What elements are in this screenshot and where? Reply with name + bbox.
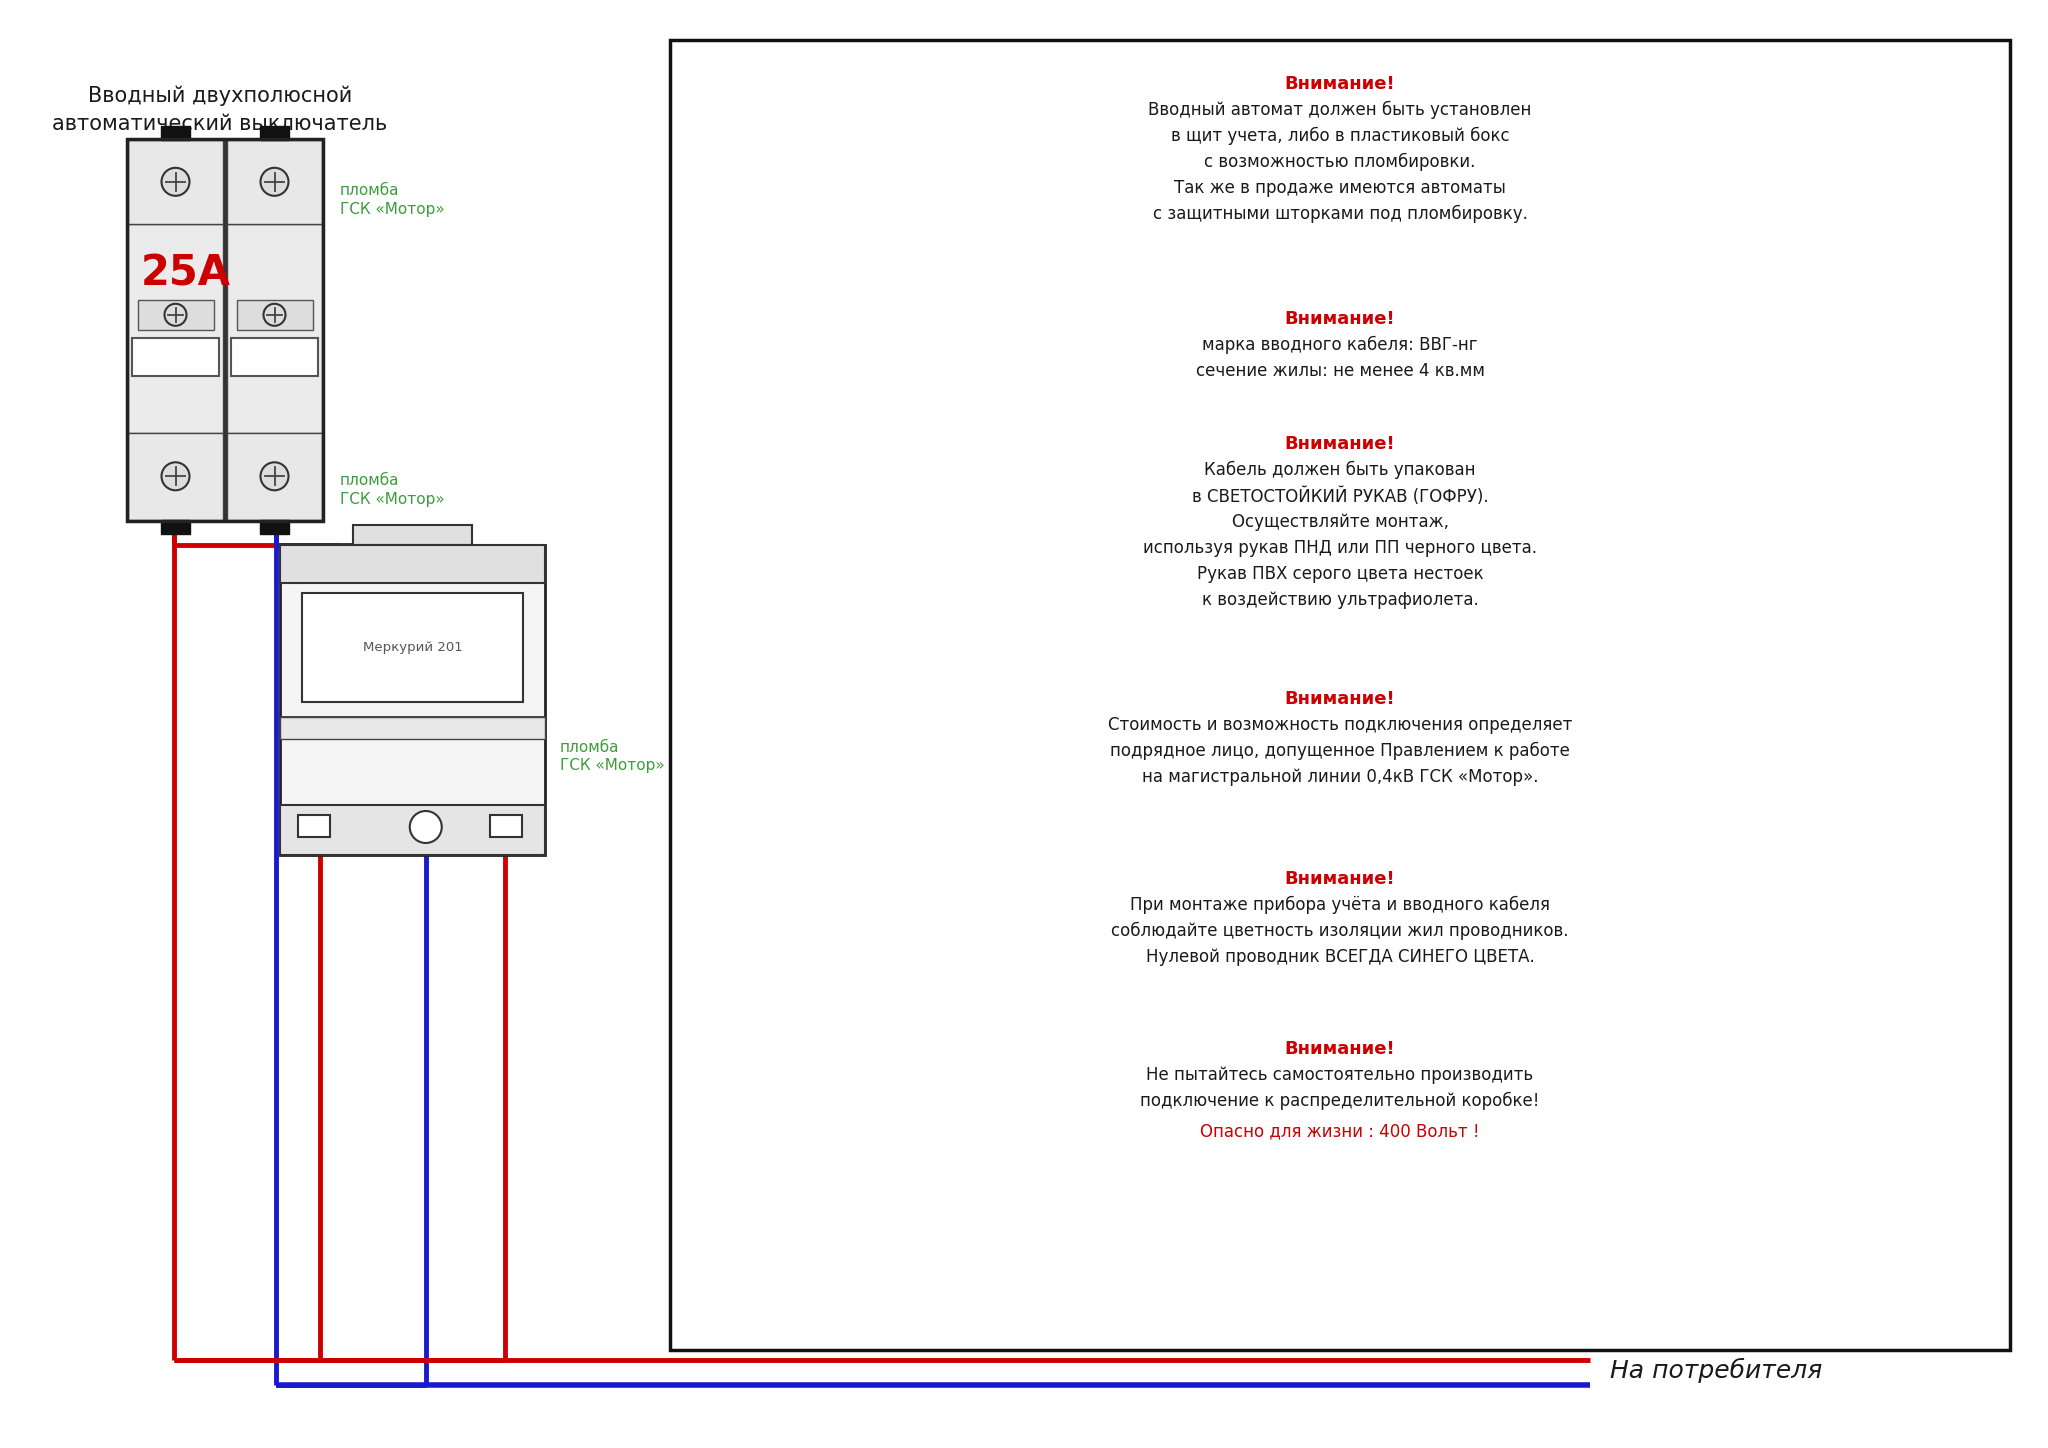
Bar xyxy=(131,337,219,375)
Bar xyxy=(162,126,190,140)
Text: Внимание!: Внимание! xyxy=(1284,691,1395,708)
Bar xyxy=(299,815,330,837)
Bar xyxy=(670,41,2009,1350)
Bar xyxy=(162,520,190,534)
Bar xyxy=(236,300,313,330)
Text: Внимание!: Внимание! xyxy=(1284,870,1395,888)
Bar xyxy=(227,140,322,520)
Bar xyxy=(260,520,289,534)
Text: 25А: 25А xyxy=(141,252,231,294)
Text: марка вводного кабеля: ВВГ-нг
сечение жилы: не менее 4 кв.мм: марка вводного кабеля: ВВГ-нг сечение жи… xyxy=(1196,336,1485,379)
Bar xyxy=(281,805,545,854)
Bar xyxy=(260,126,289,140)
Bar xyxy=(227,433,322,520)
Text: Внимание!: Внимание! xyxy=(1284,310,1395,329)
Bar xyxy=(231,337,317,375)
Bar xyxy=(281,544,545,584)
Bar xyxy=(227,140,322,223)
Bar xyxy=(489,815,522,837)
Text: Внимание!: Внимание! xyxy=(1284,434,1395,453)
Text: При монтаже прибора учёта и вводного кабеля
соблюдайте цветность изоляции жил пр: При монтаже прибора учёта и вводного каб… xyxy=(1112,896,1569,966)
Text: Кабель должен быть упакован
в СВЕТОСТОЙКИЙ РУКАВ (ГОФРУ).
Осуществляйте монтаж,
: Кабель должен быть упакован в СВЕТОСТОЙК… xyxy=(1143,460,1536,608)
Circle shape xyxy=(162,168,190,195)
Bar xyxy=(127,140,223,520)
Bar xyxy=(127,433,223,520)
Bar xyxy=(127,140,223,223)
Text: пломба
ГСК «Мотор»: пломба ГСК «Мотор» xyxy=(559,740,666,773)
Bar xyxy=(127,223,223,433)
Text: Внимание!: Внимание! xyxy=(1284,75,1395,93)
Circle shape xyxy=(260,462,289,491)
Text: Меркурий 201: Меркурий 201 xyxy=(362,641,463,653)
Text: Вводный автомат должен быть установлен
в щит учета, либо в пластиковый бокс
с во: Вводный автомат должен быть установлен в… xyxy=(1149,101,1532,223)
Text: пломба
ГСК «Мотор»: пломба ГСК «Мотор» xyxy=(340,184,444,217)
Circle shape xyxy=(164,304,186,326)
Circle shape xyxy=(162,462,190,491)
Bar xyxy=(281,717,545,738)
Circle shape xyxy=(410,811,442,843)
Text: Вводный двухполюсной
автоматический выключатель: Вводный двухполюсной автоматический выкл… xyxy=(53,85,387,133)
Text: Не пытайтесь самостоятельно производить
подключение к распределительной коробке!: Не пытайтесь самостоятельно производить … xyxy=(1141,1066,1540,1111)
Bar xyxy=(352,526,473,544)
Bar xyxy=(127,139,324,521)
Text: На потребителя: На потребителя xyxy=(1610,1357,1823,1383)
Text: пломба
ГСК «Мотор»: пломба ГСК «Мотор» xyxy=(340,473,444,507)
Text: Опасно для жизни : 400 Вольт !: Опасно для жизни : 400 Вольт ! xyxy=(1200,1122,1481,1140)
Text: Внимание!: Внимание! xyxy=(1284,1040,1395,1058)
Bar xyxy=(301,594,522,701)
Bar xyxy=(281,544,545,854)
Bar xyxy=(137,300,213,330)
Circle shape xyxy=(264,304,285,326)
Text: Стоимость и возможность подключения определяет
подрядное лицо, допущенное Правле: Стоимость и возможность подключения опре… xyxy=(1108,715,1573,786)
Circle shape xyxy=(260,168,289,195)
Bar xyxy=(227,223,322,433)
